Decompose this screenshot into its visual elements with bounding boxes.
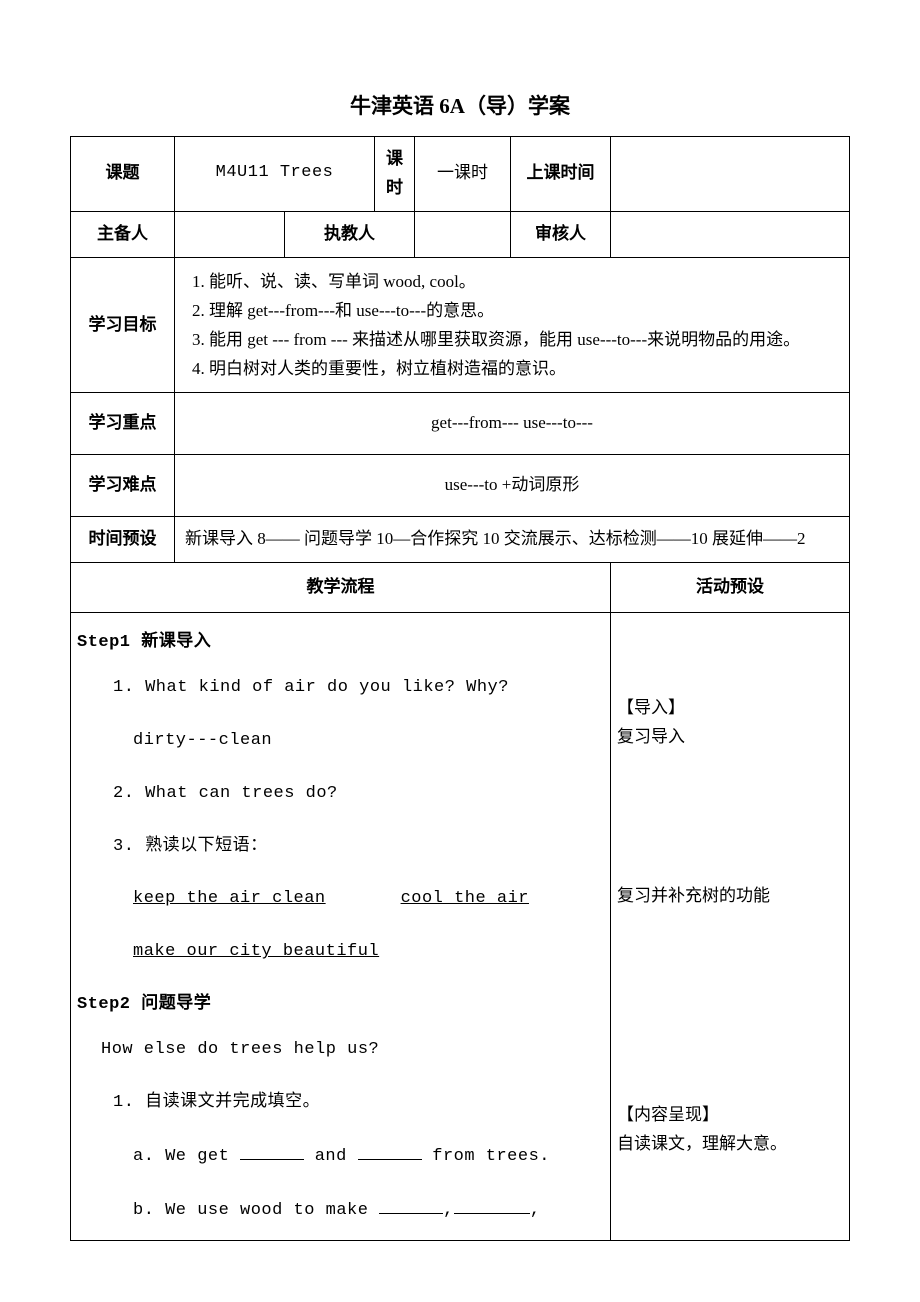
label-topic: 课题 [71, 137, 175, 212]
label-difficulty: 学习难点 [71, 455, 175, 517]
activity-content-text: 自读课文，理解大意。 [617, 1130, 843, 1159]
value-reviewer [611, 211, 850, 257]
time-value: 新课导入 8—— 问题导学 10—合作探究 10 交流展示、达标检测——10 展… [175, 517, 850, 563]
label-teacher: 执教人 [285, 211, 415, 257]
fa-post: from trees. [422, 1147, 550, 1166]
lesson-table: 课题 M4U11 Trees 课时 一课时 上课时间 主备人 执教人 审核人 学… [70, 136, 850, 1241]
flow-body: Step1 新课导入 1. What kind of air do you li… [71, 612, 611, 1240]
label-keypoint: 学习重点 [71, 393, 175, 455]
blank [240, 1142, 304, 1160]
page-title: 牛津英语 6A（导）学案 [70, 90, 850, 120]
value-period: 一课时 [415, 137, 511, 212]
keypoint-value: get---from--- use---to--- [175, 393, 850, 455]
label-objectives: 学习目标 [71, 257, 175, 393]
step2-title: Step2 问题导学 [77, 991, 604, 1020]
value-topic: M4U11 Trees [175, 137, 375, 212]
label-preparer: 主备人 [71, 211, 175, 257]
step1-phrases-2: make our city beautiful [133, 938, 604, 967]
objective-4: 明白树对人类的重要性，树立植树造福的意识。 [209, 355, 843, 382]
label-reviewer: 审核人 [511, 211, 611, 257]
value-classtime [611, 137, 850, 212]
objective-1: 能听、说、读、写单词 wood, cool。 [209, 268, 843, 295]
phrase-a: keep the air clean [133, 889, 326, 908]
fa-pre: a. We get [133, 1147, 240, 1166]
label-classtime: 上课时间 [511, 137, 611, 212]
step2-item1: 1. 自读课文并完成填空。 [113, 1089, 604, 1118]
step2-lead: How else do trees help us? [101, 1036, 604, 1065]
objective-2: 理解 get---from---和 use---to---的意思。 [209, 297, 843, 324]
phrase-c: make our city beautiful [133, 942, 379, 961]
flow-header-right: 活动预设 [611, 563, 850, 613]
activity-intro-label: 【导入】 [617, 694, 843, 723]
fb-post: , [530, 1201, 541, 1220]
step1-phrases-1: keep the air clean cool the air [133, 885, 604, 914]
step1-q3: 3. 熟读以下短语： [113, 833, 604, 862]
label-period: 课时 [375, 137, 415, 212]
blank [358, 1142, 422, 1160]
blank [454, 1196, 530, 1214]
step1-title: Step1 新课导入 [77, 629, 604, 658]
step2-fill-b: b. We use wood to make ,, [133, 1196, 604, 1226]
step1-q1: 1. What kind of air do you like? Why? [113, 674, 604, 703]
label-time: 时间预设 [71, 517, 175, 563]
blank [379, 1196, 443, 1214]
phrase-b: cool the air [401, 889, 529, 908]
step2-fill-a: a. We get and from trees. [133, 1142, 604, 1172]
activity-review: 复习并补充树的功能 [617, 882, 843, 911]
activity-column: 【导入】 复习导入 复习并补充树的功能 【内容呈现】 自读课文，理解大意。 [611, 612, 850, 1240]
difficulty-value: use---to +动词原形 [175, 455, 850, 517]
value-teacher [415, 211, 511, 257]
fb-pre: b. We use wood to make [133, 1201, 379, 1220]
activity-intro-text: 复习导入 [617, 723, 843, 752]
step1-q2: 2. What can trees do? [113, 780, 604, 809]
fa-mid: and [304, 1147, 358, 1166]
step1-q1-sub: dirty---clean [133, 727, 604, 756]
fb-mid: , [443, 1201, 454, 1220]
flow-header-left: 教学流程 [71, 563, 611, 613]
activity-content-label: 【内容呈现】 [617, 1101, 843, 1130]
objectives-cell: 能听、说、读、写单词 wood, cool。 理解 get---from---和… [175, 257, 850, 393]
value-preparer [175, 211, 285, 257]
objective-3: 能用 get --- from --- 来描述从哪里获取资源，能用 use---… [209, 326, 843, 353]
